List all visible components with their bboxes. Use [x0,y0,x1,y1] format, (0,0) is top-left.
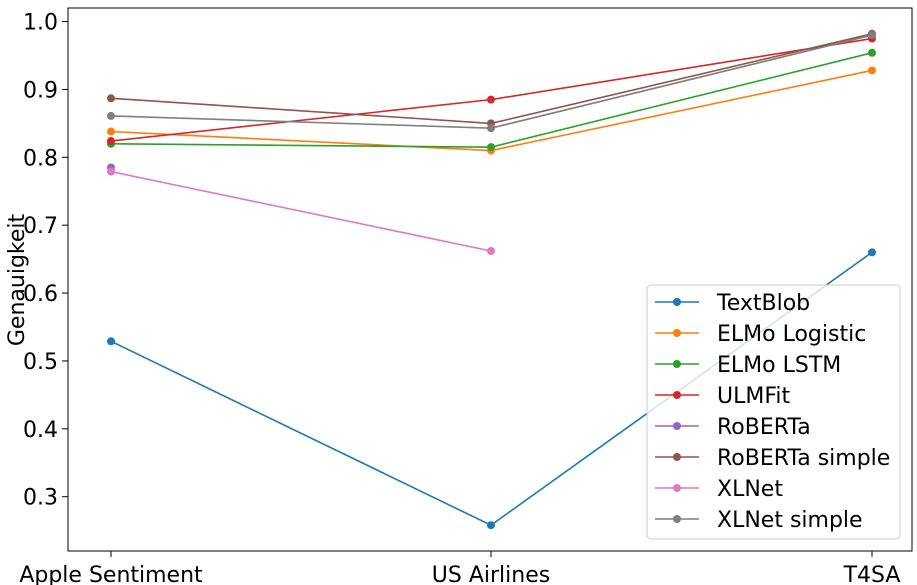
data-point [107,127,115,136]
series-line [110,170,492,252]
y-axis-label: Genauigkeit [5,214,30,347]
legend-label: XLNet [717,477,783,502]
y-tick-label: 0.5 [23,350,58,375]
data-point [487,124,495,133]
y-tick-label: 0.3 [23,486,58,511]
series-xlnet-simple [107,31,876,133]
legend-marker [673,422,681,430]
series-line [110,69,873,152]
data-point [107,167,115,176]
data-point [487,246,495,255]
data-point [868,66,876,75]
x-tick-label: Apple Sentiment [19,563,203,585]
plot-frame [67,7,913,552]
legend-marker [673,298,681,306]
legend-item: RoBERTa [655,415,811,440]
legend-item: TextBlob [655,291,810,316]
y-tick-label: 1.0 [23,11,58,36]
legend-item: ULMFit [655,384,791,409]
legend-item: XLNet [655,477,783,502]
legend-label: ELMo LSTM [717,353,841,378]
data-point [868,248,876,257]
y-tick-label: 0.4 [23,418,58,443]
y-tick-label: 0.6 [23,282,58,307]
y-tick-label: 0.7 [23,214,58,239]
data-point [487,143,495,152]
legend-marker [673,453,681,461]
legend-label: RoBERTa simple [717,446,890,471]
data-point [107,137,115,146]
x-axis: Apple Sentiment US Airlines T4SA [19,551,900,585]
legend-marker [673,329,681,337]
data-point [107,337,115,346]
legend-label: TextBlob [716,291,810,316]
y-tick-label: 0.9 [23,78,58,103]
legend-box [646,284,901,540]
data-point [868,31,876,40]
series-roberta-simple [107,29,876,128]
legend-marker [673,360,681,368]
data-point [487,521,495,530]
legend-item: RoBERTa simple [655,446,890,471]
series-xlnet [107,167,495,255]
legend-item: XLNet simple [655,508,863,533]
x-tick-label: T4SA [843,563,901,585]
legend-item: ELMo Logistic [655,322,866,347]
data-point [487,95,495,104]
legend-label: RoBERTa [717,415,811,440]
legend-label: XLNet simple [717,508,863,533]
y-tick-label: 0.8 [23,146,58,171]
data-point [868,48,876,57]
legend-label: ULMFit [717,384,791,409]
legend-marker [673,515,681,523]
series-line [110,33,873,125]
legend-label: ELMo Logistic [717,322,866,347]
data-point [107,111,115,120]
legend-item: ELMo LSTM [655,353,841,378]
legend: TextBlob ELMo Logistic ELMo LSTM ULMFit RoBE… [646,284,901,540]
legend-marker [673,484,681,492]
legend-marker [673,391,681,399]
data-point [107,94,115,103]
y-axis: 0.3 0.4 0.5 0.6 0.7 0.8 0.9 1.0 [23,11,68,511]
x-tick-label: US Airlines [432,563,550,585]
